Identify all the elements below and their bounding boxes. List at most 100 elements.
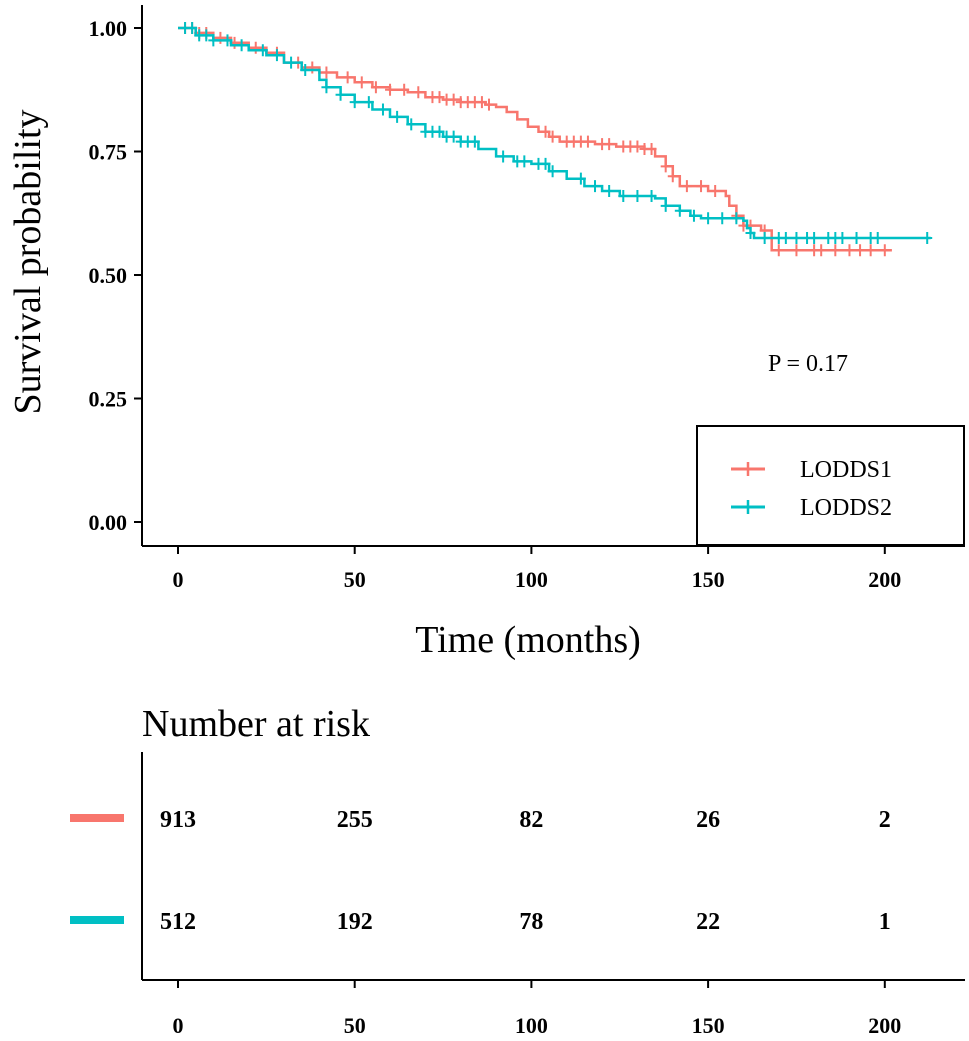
censor-mark-lodds2 [837,231,848,244]
censor-mark-lodds1 [879,244,890,257]
censor-mark-lodds2 [271,49,282,62]
censor-mark-lodds2 [519,155,530,168]
censor-mark-lodds1 [413,86,424,99]
censor-mark-lodds2 [406,118,417,131]
y-tick-label: 0.50 [89,263,128,288]
censor-mark-lodds2 [236,39,247,52]
risk-value-lodds2: 22 [696,909,720,935]
x-tick-label: 50 [344,567,366,592]
censor-mark-lodds1 [582,135,593,148]
risk-value-lodds1: 26 [696,807,720,833]
risk-value-lodds2: 192 [337,909,373,935]
legend-label-lodds1: LODDS1 [800,457,892,483]
censor-mark-lodds2 [392,110,403,123]
censor-mark-lodds2 [187,22,198,34]
y-tick-label: 1.00 [89,16,128,41]
censor-mark-lodds2 [660,199,671,212]
risk-value-lodds1: 82 [519,807,543,833]
x-ticks: 0 50 100 150 200 [173,546,901,592]
censor-mark-lodds2 [469,135,480,148]
legend-box [696,425,965,546]
censor-mark-lodds2 [703,212,714,225]
censor-mark-lodds1 [483,98,494,111]
censor-mark-lodds1 [215,31,226,44]
x-tick-label: 0 [173,567,184,592]
risk-x-ticks: 0 50 100 150 200 [173,980,901,1038]
censor-mark-lodds2 [717,212,728,225]
censor-mark-lodds2 [851,231,862,244]
censor-mark-lodds2 [646,189,657,202]
censor-mark-lodds2 [922,231,933,244]
risk-value-lodds1: 255 [337,807,373,833]
x-tick-label: 200 [868,567,901,592]
censor-mark-lodds1 [773,244,784,257]
risk-value-lodds2: 78 [519,909,543,935]
censor-mark-lodds2 [498,150,509,163]
x-tick-label: 150 [692,567,725,592]
legend-label-lodds2: LODDS2 [800,495,892,521]
censor-mark-lodds1 [540,125,551,138]
legend: LODDS1 LODDS2 [696,425,965,546]
censor-mark-lodds2 [257,44,268,57]
censor-mark-lodds1 [830,244,841,257]
censor-mark-lodds1 [816,244,827,257]
censor-mark-lodds2 [809,231,820,244]
censor-mark-lodds2 [349,96,360,109]
censor-mark-lodds1 [865,244,876,257]
censor-mark-lodds2 [377,103,388,116]
y-ticks: 0.00 0.25 0.50 0.75 1.00 [89,16,142,535]
censor-mark-lodds2 [632,189,643,202]
y-axis-title: Survival probability [7,109,49,414]
x-tick-label: 100 [515,567,548,592]
censor-mark-lodds2 [335,88,346,101]
censor-mark-lodds1 [696,180,707,193]
censor-mark-lodds2 [731,212,742,225]
y-tick-label: 0.00 [89,510,128,535]
censor-mark-lodds1 [356,76,367,89]
censor-mark-lodds1 [710,185,721,198]
censor-mark-lodds1 [342,71,353,84]
censor-mark-lodds1 [632,140,643,153]
censor-mark-lodds2 [590,180,601,193]
censor-mark-lodds2 [448,130,459,143]
risk-x-tick-label: 50 [344,1013,366,1038]
censor-mark-lodds1 [791,244,802,257]
risk-x-tick-label: 200 [868,1013,901,1038]
y-tick-label: 0.25 [89,387,128,412]
censor-mark-lodds1 [844,244,855,257]
censor-mark-lodds2 [575,172,586,185]
p-value-annotation: P = 0.17 [768,351,848,377]
y-tick-label: 0.75 [89,140,128,165]
censor-mark-lodds2 [540,157,551,170]
risk-table-title: Number at risk [142,703,370,745]
risk-x-tick-label: 100 [515,1013,548,1038]
risk-x-tick-label: 150 [692,1013,725,1038]
risk-table-axes [141,752,965,981]
risk-table-rows: 913 255 82 26 2 512 192 78 22 1 [70,807,891,935]
censor-mark-lodds2 [604,185,615,198]
censor-mark-lodds1 [250,41,261,54]
censor-mark-lodds2 [222,34,233,47]
censor-mark-lodds2 [201,29,212,42]
censor-mark-lodds2 [208,34,219,47]
censor-mark-lodds2 [791,231,802,244]
censor-mark-lodds2 [872,231,883,244]
censor-mark-lodds2 [688,209,699,222]
censor-mark-lodds2 [745,227,756,240]
censor-mark-lodds2 [321,81,332,94]
censor-mark-lodds2 [759,231,770,244]
censor-mark-lodds2 [618,189,629,202]
censor-mark-lodds1 [681,180,692,193]
risk-value-lodds2: 512 [160,909,196,935]
censor-mark-lodds1 [399,83,410,96]
risk-value-lodds2: 1 [879,909,891,935]
censor-mark-lodds2 [674,204,685,217]
survival-curve-lodds2 [178,26,931,240]
censor-mark-lodds1 [321,66,332,79]
censor-mark-lodds1 [660,160,671,173]
censor-mark-lodds2 [286,56,297,69]
survival-curves [178,22,933,257]
censor-mark-lodds1 [646,143,657,156]
censor-mark-lodds1 [476,96,487,109]
